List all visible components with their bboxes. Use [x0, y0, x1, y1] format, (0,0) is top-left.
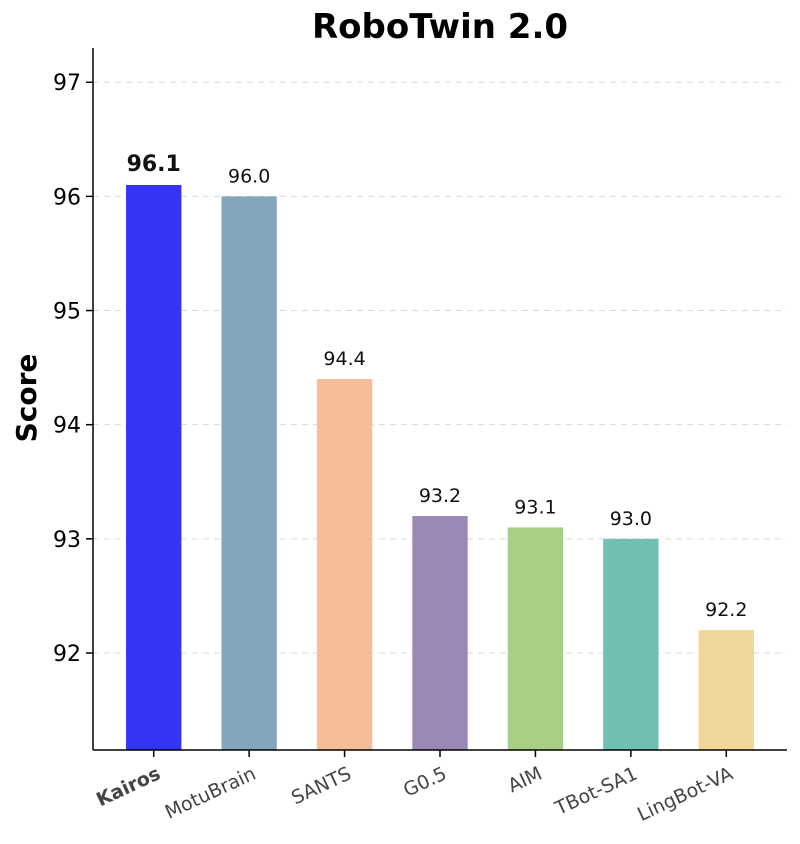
- bar-tbot-sa1: [603, 538, 659, 750]
- x-tick-label: G0.5: [400, 763, 450, 802]
- value-labels: 96.1 96.0 94.4 93.2 93.1 93.0 92.2: [127, 152, 748, 621]
- y-tick-label: 94: [53, 414, 81, 439]
- value-label: 93.1: [514, 496, 556, 518]
- bar-g0-5: [412, 516, 468, 750]
- y-tick-label: 95: [53, 300, 81, 325]
- y-tick-label: 93: [53, 528, 81, 553]
- x-tick-label: SANTS: [288, 763, 355, 810]
- value-label: 96.0: [228, 165, 270, 187]
- value-label: 93.2: [419, 485, 461, 507]
- y-tick-label: 97: [53, 71, 81, 96]
- x-tick-label: LingBot-VA: [634, 763, 736, 826]
- y-tick-label: 96: [53, 185, 81, 210]
- bar-sants: [316, 379, 373, 750]
- bar-kairos: [126, 184, 182, 751]
- value-label: 94.4: [323, 348, 365, 370]
- axes: [86, 48, 787, 757]
- bar-lingbot-va: [698, 630, 754, 750]
- y-tick-labels: 92 93 94 95 96 97: [53, 71, 81, 667]
- y-tick-label: 92: [53, 642, 81, 667]
- value-label: 96.1: [127, 152, 181, 177]
- value-label: 93.0: [610, 508, 652, 530]
- x-tick-label: MotuBrain: [162, 763, 260, 824]
- x-tick-label: TBot-SA1: [551, 763, 641, 821]
- value-label: 92.2: [705, 599, 747, 621]
- x-tick-label: AIM: [505, 763, 546, 798]
- y-axis-label: Score: [10, 354, 43, 443]
- chart-title: RoboTwin 2.0: [312, 7, 568, 47]
- bar-motubrain: [221, 196, 277, 750]
- bar-aim: [507, 527, 564, 750]
- bars: [126, 184, 754, 751]
- x-tick-label: Kairos: [93, 763, 164, 812]
